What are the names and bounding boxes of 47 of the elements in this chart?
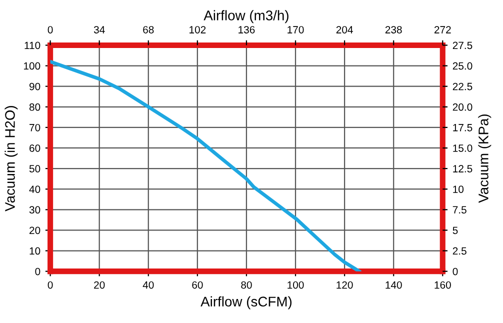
y2-tick-label: 7.5 <box>452 206 466 214</box>
x2-tick-label: 34 <box>94 26 105 34</box>
x2-tick-label: 238 <box>385 26 402 34</box>
x2-tick-label: 68 <box>143 26 154 34</box>
x2-tick-label: 272 <box>434 26 451 34</box>
y-tick-label: 60 <box>30 144 40 152</box>
y2-tick-label: 12.5 <box>453 165 472 172</box>
y-tick-label: 20 <box>30 226 40 234</box>
x-tick-label: 140 <box>386 281 402 289</box>
y2-axis-title: Vacuum (KPa) <box>478 114 492 203</box>
x-tick-label: 0 <box>48 281 53 289</box>
x2-tick-label: 102 <box>190 26 206 34</box>
x2-tick-label: 136 <box>238 26 255 34</box>
y-tick-label: 10 <box>30 247 40 255</box>
x-tick-label: 80 <box>241 281 252 289</box>
y-tick-label: 100 <box>24 62 40 70</box>
x2-axis-title: Airflow (m3/h) <box>204 10 288 24</box>
y-tick-label: 110 <box>24 42 40 50</box>
y2-tick-label: 15.0 <box>453 144 472 152</box>
x-tick-label: 20 <box>94 281 105 289</box>
y2-tick-label: 5 <box>452 226 458 234</box>
y-tick-label: 0 <box>35 268 40 276</box>
x-tick-label: 160 <box>434 281 451 289</box>
y2-tick-label: 0 <box>452 268 458 276</box>
y-tick-label: 70 <box>30 124 40 132</box>
x-tick-label: 100 <box>288 281 304 289</box>
y-tick-label: 50 <box>29 165 40 172</box>
y2-tick-label: 20.0 <box>452 103 472 111</box>
y2-tick-label: 25.0 <box>452 62 472 70</box>
x2-tick-label: 204 <box>336 26 353 34</box>
x-tick-label: 60 <box>192 281 203 289</box>
y-tick-label: 80 <box>29 103 40 111</box>
y-tick-label: 90 <box>29 82 40 90</box>
y2-tick-label: 2.5 <box>452 247 466 255</box>
y2-tick-label: 22.5 <box>452 82 472 90</box>
y-tick-label: 30 <box>29 206 40 214</box>
x2-tick-label: 170 <box>288 26 304 34</box>
x-tick-label: 120 <box>336 281 353 289</box>
y2-tick-label: 17.5 <box>453 124 472 132</box>
y-tick-label: 40 <box>29 186 40 193</box>
x-tick-label: 40 <box>142 281 154 289</box>
y-axis-title: Vacuum (in H2O) <box>4 106 18 212</box>
y2-tick-label: 27.5 <box>452 42 472 50</box>
x2-tick-label: 0 <box>48 26 53 34</box>
y2-tick-label: 10 <box>453 186 464 193</box>
line-series <box>50 60 362 272</box>
x-axis-title: Airflow (sCFM) <box>200 296 292 310</box>
